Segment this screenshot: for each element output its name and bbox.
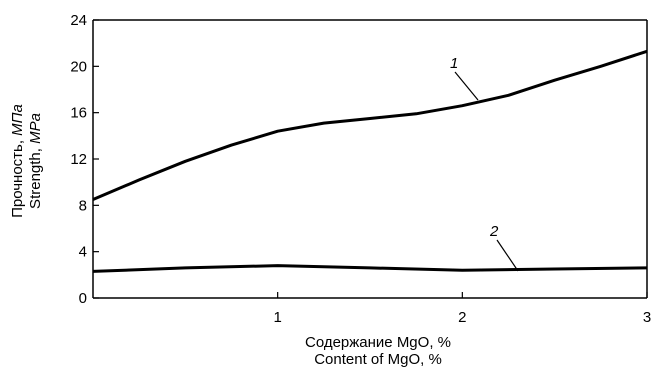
x-tick-label: 2	[458, 309, 466, 326]
y-tick-label: 8	[79, 197, 87, 214]
y-tick-label: 16	[70, 105, 87, 122]
y-tick-label: 4	[79, 244, 87, 261]
series-label-leader	[496, 239, 519, 272]
x-tick-label: 1	[273, 309, 281, 326]
series-label-2: 2	[489, 223, 499, 240]
x-tick-label: 3	[643, 309, 651, 326]
y-axis-title-line: Strength, MPa	[27, 113, 44, 209]
series-labels: 12	[450, 55, 519, 272]
series-line-1	[92, 49, 648, 201]
y-tick-label: 20	[70, 58, 87, 75]
y-tick-label: 12	[70, 151, 87, 168]
y-tick-label: 0	[79, 290, 87, 307]
axis-titles: Содержание MgO, %Content of MgO, % Прочно…	[9, 104, 451, 368]
y-axis-title-line: Прочность, МПа	[9, 104, 26, 218]
series-label-1: 1	[450, 55, 458, 72]
series-line-2	[92, 264, 648, 273]
x-axis-title-line: Content of MgO, %	[314, 351, 442, 368]
series-label-leader	[454, 71, 479, 101]
y-tick-label: 24	[70, 12, 87, 29]
series-lines	[92, 49, 648, 273]
x-axis-title-line: Содержание MgO, %	[305, 334, 451, 351]
